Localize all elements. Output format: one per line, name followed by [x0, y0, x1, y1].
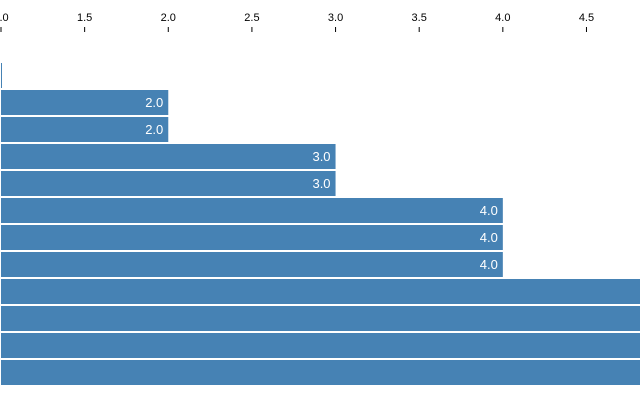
x-tick-label: 4.5	[579, 12, 594, 24]
bar	[1, 360, 640, 385]
x-tick-label: 3.5	[412, 12, 427, 24]
bar	[1, 144, 336, 169]
bar	[1, 279, 640, 304]
x-tick-label: 2.0	[161, 12, 176, 24]
x-tick-label: 1.5	[77, 12, 92, 24]
bar	[1, 252, 503, 277]
value-label: 3.0	[312, 149, 330, 164]
bar	[1, 198, 503, 223]
value-label: 2.0	[145, 122, 163, 137]
x-tick-label: 1.0	[0, 12, 9, 24]
value-label: 4.0	[480, 230, 498, 245]
value-label: 2.0	[145, 95, 163, 110]
value-label: 3.0	[312, 176, 330, 191]
value-label: 4.0	[480, 257, 498, 272]
bar	[1, 171, 336, 196]
bar	[1, 225, 503, 250]
bar	[1, 306, 640, 331]
bar	[1, 63, 2, 88]
x-tick-label: 2.5	[244, 12, 259, 24]
bar	[1, 90, 169, 115]
value-label: 4.0	[480, 203, 498, 218]
bar	[1, 117, 169, 142]
bar	[1, 333, 640, 358]
x-tick-label: 3.0	[328, 12, 343, 24]
x-tick-label: 4.0	[495, 12, 510, 24]
